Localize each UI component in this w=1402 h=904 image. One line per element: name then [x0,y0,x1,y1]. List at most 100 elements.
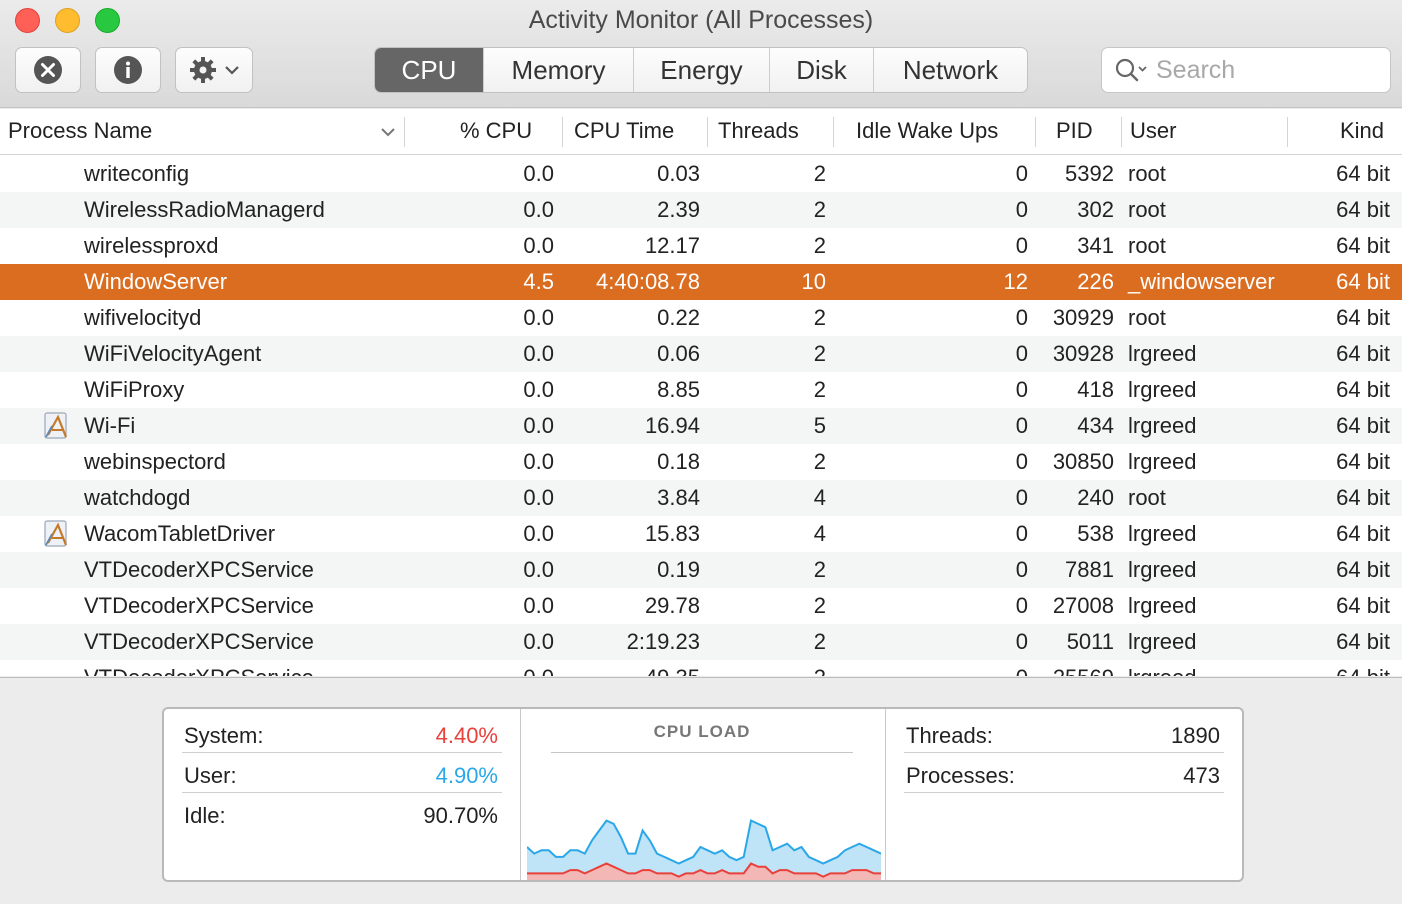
close-circle-icon [34,56,62,84]
column-header-idle-wake-ups[interactable]: Idle Wake Ups [834,109,1036,155]
table-header: Process Name % CPU CPU Time Threads Idle… [0,109,1402,155]
pid-cell: 538 [1077,521,1114,546]
table-row[interactable]: VTDecoderXPCService 0.0 2:19.23 2 0 5011 lrgre… [0,624,1402,660]
table-row[interactable]: WindowServer 4.5 4:40:08.78 10 12 226 _windows… [0,264,1402,300]
threads-label: Threads: [906,723,993,748]
idle-wake-ups-cell: 0 [1015,305,1028,330]
pid-cell: 27008 [1052,593,1114,618]
idle-wake-ups-cell: 0 [834,660,1028,676]
user-stat: User: 4.90% [182,753,502,793]
search-field[interactable] [1101,47,1391,93]
actions-menu-button[interactable] [175,47,253,93]
tab-energy[interactable]: Energy [633,48,769,92]
stop-process-button[interactable] [15,47,81,93]
cpu-time-cell: 4:40:08.78 [596,269,700,294]
table-row[interactable]: WiFiProxy 0.0 8.85 2 0 418 lrgreed 64 bit [0,372,1402,408]
column-label: Threads [718,118,799,143]
threads-stat: Threads: 1890 [904,713,1224,753]
table-row[interactable]: webinspectord 0.0 0.18 2 0 30850 lrgreed 64 bit [0,444,1402,480]
minimize-window-button[interactable] [55,8,80,33]
threads-cell: 10 [801,269,826,294]
table-row[interactable]: writeconfig 0.0 0.03 2 0 5392 root 64 bit [0,156,1402,192]
kind-cell: 64 bit [1336,449,1390,474]
column-header-process-name[interactable]: Process Name [0,109,405,155]
app-icon [44,520,68,547]
table-row[interactable]: WiFiVelocityAgent 0.0 0.06 2 0 30928 lrgreed 64… [0,336,1402,372]
cpu-percent-cell: 0.0 [523,377,554,402]
kind-cell: 64 bit [1336,485,1390,510]
user-cell: root [1128,161,1166,186]
table-row[interactable]: VTDecoderXPCService 0.0 29.78 2 0 27008 lrgree… [0,588,1402,624]
table-row[interactable]: Wi-Fi 0.0 16.94 5 0 434 lrgreed 64 bit [0,408,1402,444]
process-name-cell: WiFiVelocityAgent [84,341,262,366]
kind-cell: 64 bit [1336,233,1390,258]
cpu-user-area [527,820,881,880]
zoom-window-button[interactable] [95,8,120,33]
cpu-percent-cell: 0.0 [523,161,554,186]
table-row[interactable]: WirelessRadioManagerd 0.0 2.39 2 0 302 root 64 … [0,192,1402,228]
pid-cell: 7881 [1065,557,1114,582]
user-cell: root [1128,305,1166,330]
table-row[interactable]: watchdogd 0.0 3.84 4 0 240 root 64 bit [0,480,1402,516]
pid-cell: 30929 [1052,305,1114,330]
user-cell: lrgreed [1128,660,1288,676]
idle-wake-ups-cell: 0 [1015,629,1028,654]
pid-cell: 341 [1077,233,1114,258]
search-icon [1115,58,1147,82]
kind-cell: 64 bit [1336,377,1390,402]
kind-cell: 64 bit [1336,413,1390,438]
inspect-process-button[interactable] [95,47,161,93]
threads-cell: 2 [813,629,826,654]
column-header-kind[interactable]: Kind [1288,109,1402,155]
idle-value: 90.70% [423,803,498,828]
cpu-system-line [527,862,881,878]
process-name-cell: WiFiProxy [84,377,185,402]
process-name-cell: VTDecoderXPCService [84,557,314,582]
threads-cell: 2 [813,557,826,582]
tab-memory[interactable]: Memory [483,48,633,92]
threads-cell: 2 [813,233,826,258]
tab-network[interactable]: Network [873,48,1027,92]
table-row[interactable]: VTDecoderXPCService 0.0 0.19 2 0 7881 lrgreed 6… [0,552,1402,588]
threads-cell: 4 [813,521,826,546]
system-label: System: [184,723,264,748]
info-icon [114,56,142,84]
threads-cell: 2 [813,593,826,618]
cpu-time-cell: 8.85 [657,377,700,402]
column-label: % CPU [460,118,533,143]
process-name-cell: VTDecoderXPCService [84,660,404,676]
table-row[interactable]: wifivelocityd 0.0 0.22 2 0 30929 root 64 bit [0,300,1402,336]
tab-disk[interactable]: Disk [769,48,873,92]
kind-cell: 64 bit [1336,629,1390,654]
cpu-percent-cell: 0.0 [523,449,554,474]
cpu-percent-cell: 0.0 [523,341,554,366]
table-row[interactable]: wirelessproxd 0.0 12.17 2 0 341 root 64 bit [0,228,1402,264]
column-header-user[interactable]: User [1122,109,1288,155]
user-value: 4.90% [435,763,498,788]
table-row[interactable]: WacomTabletDriver 0.0 15.83 4 0 538 lrgreed 64 … [0,516,1402,552]
close-window-button[interactable] [15,8,40,33]
process-name-cell: WirelessRadioManagerd [84,197,325,222]
process-name-cell: wirelessproxd [84,233,219,258]
tab-cpu[interactable]: CPU [375,48,483,92]
idle-stat: Idle: 90.70% [182,793,502,833]
search-input[interactable] [1156,55,1376,85]
column-header-pid[interactable]: PID [1036,109,1122,155]
cpu-user-line [527,819,881,865]
cpu-percent-cell: 0.0 [523,233,554,258]
threads-cell: 2 [813,377,826,402]
threads-value: 1890 [1171,723,1220,748]
column-header-threads[interactable]: Threads [708,109,834,155]
processes-label: Processes: [906,763,1015,788]
cpu-time-cell: 49.35 [563,660,700,676]
pid-cell: 25569 [1036,660,1114,676]
user-cell: root [1128,233,1166,258]
processes-stat: Processes: 473 [904,753,1224,793]
column-header-cpu-time[interactable]: CPU Time [563,109,708,155]
threads-cell: 2 [813,161,826,186]
gear-icon [190,57,216,83]
cpu-time-cell: 29.78 [644,593,700,618]
pid-cell: 30850 [1052,449,1114,474]
column-header-cpu[interactable]: % CPU [405,109,563,155]
